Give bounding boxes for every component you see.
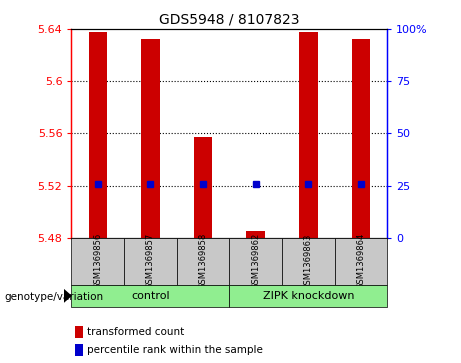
Text: percentile rank within the sample: percentile rank within the sample xyxy=(87,345,263,355)
Text: GSM1369864: GSM1369864 xyxy=(356,233,366,289)
Bar xyxy=(299,32,318,238)
Bar xyxy=(75,344,83,356)
Bar xyxy=(247,231,265,238)
FancyBboxPatch shape xyxy=(124,238,177,285)
Text: GSM1369856: GSM1369856 xyxy=(93,233,102,289)
Text: transformed count: transformed count xyxy=(87,327,184,337)
FancyBboxPatch shape xyxy=(335,238,387,285)
FancyBboxPatch shape xyxy=(282,238,335,285)
FancyBboxPatch shape xyxy=(71,285,229,307)
Bar xyxy=(194,137,212,238)
Title: GDS5948 / 8107823: GDS5948 / 8107823 xyxy=(159,12,300,26)
FancyBboxPatch shape xyxy=(71,238,124,285)
Bar xyxy=(75,326,83,338)
Bar xyxy=(89,32,107,238)
Text: GSM1369862: GSM1369862 xyxy=(251,233,260,289)
FancyBboxPatch shape xyxy=(229,285,387,307)
Polygon shape xyxy=(64,289,72,303)
FancyBboxPatch shape xyxy=(177,238,229,285)
Text: genotype/variation: genotype/variation xyxy=(5,291,104,302)
Bar xyxy=(141,40,160,238)
Text: GSM1369857: GSM1369857 xyxy=(146,233,155,289)
Text: control: control xyxy=(131,291,170,301)
Text: GSM1369863: GSM1369863 xyxy=(304,233,313,290)
Bar xyxy=(352,40,370,238)
Text: GSM1369858: GSM1369858 xyxy=(199,233,207,289)
Text: ZIPK knockdown: ZIPK knockdown xyxy=(263,291,354,301)
FancyBboxPatch shape xyxy=(229,238,282,285)
